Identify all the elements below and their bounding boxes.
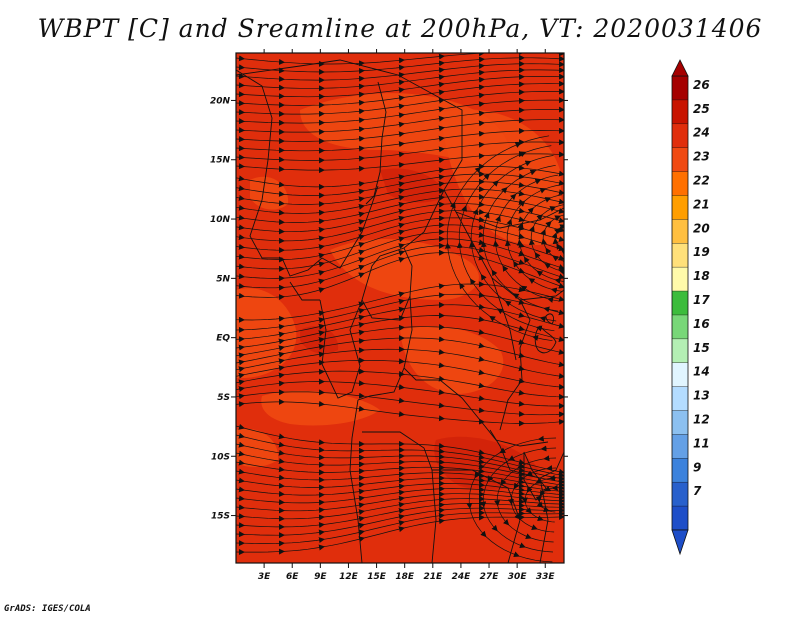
colorbar-segment (672, 362, 688, 388)
map-area (235, 52, 565, 564)
colorbar-label: 16 (693, 317, 710, 331)
colorbar-segment (672, 195, 688, 220)
colorbar-segment (672, 147, 688, 173)
colorbar-label: 21 (693, 197, 710, 211)
lat-tick-label: EQ (216, 334, 230, 344)
colorbar-segment (672, 458, 688, 483)
lon-tick-label: 21E (423, 572, 443, 582)
lon-tick-label: 18E (395, 572, 415, 582)
lat-tick-label: 15N (210, 156, 231, 166)
colorbar: 26 25 24 23 22 21 20 19 18 17 16 15 14 13 12 11 9 7 (671, 59, 710, 556)
colorbar-label: 18 (693, 269, 710, 283)
colorbar-segment (672, 267, 688, 292)
colorbar-segment (672, 434, 688, 459)
colorbar-bottom-arrow (671, 529, 689, 556)
warm-patch-6 (236, 428, 279, 467)
colorbar-label: 13 (693, 389, 710, 403)
lon-tick-label: 27E (480, 572, 500, 582)
colorbar-label: 26 (693, 78, 710, 92)
lat-tick-label: 5S (217, 393, 230, 403)
streamline (482, 164, 559, 312)
hot-patch-0 (380, 168, 446, 203)
colorbar-label: 24 (693, 126, 710, 140)
streamline (482, 447, 557, 553)
colorbar-segment (672, 482, 688, 507)
colorbar-label: 23 (693, 150, 710, 164)
colorbar-segment (672, 99, 688, 125)
lon-tick-label: 3E (258, 572, 271, 582)
lat-tick-label: 20N (210, 96, 231, 106)
streamline (496, 457, 557, 543)
colorbar-label: 17 (693, 293, 710, 307)
colorbar-segment (672, 506, 688, 531)
chart-title: WBPT [C] and Sreamline at 200hPa, VT: 20… (37, 14, 763, 43)
latitude-axis: 20N 15N 10N 5N EQ 5S 10S 15S (210, 96, 568, 522)
colorbar-label: 19 (693, 245, 710, 259)
colorbar-label: 12 (693, 412, 710, 426)
colorbar-segment (672, 243, 688, 268)
streamlines (236, 53, 564, 563)
lon-tick-label: 33E (536, 572, 556, 582)
colorbar-segment (672, 123, 688, 149)
lat-tick-label: 15S (211, 512, 230, 522)
colorbar-label: 9 (693, 460, 701, 474)
lon-tick-label: 24E (452, 572, 472, 582)
lon-tick-label: 12E (339, 572, 359, 582)
longitude-axis: 3E 6E 9E 12E 15E 18E 21E 24E 27E 30E 33E (258, 49, 556, 582)
streamline (446, 135, 553, 342)
colorbar-segment (672, 410, 688, 436)
lat-tick-label: 10S (211, 452, 230, 462)
colorbar-label: 20 (693, 221, 710, 235)
colorbar-segment (672, 171, 688, 197)
warm-patch-5 (261, 390, 380, 426)
streamline (458, 145, 555, 332)
colorbar-label: 22 (693, 174, 710, 188)
colorbar-label: 14 (693, 365, 710, 379)
lon-tick-label: 9E (314, 572, 327, 582)
colorbar-label: 25 (693, 102, 710, 116)
lat-tick-label: 10N (210, 215, 231, 225)
colorbar-label: 7 (693, 484, 702, 498)
lon-tick-label: 6E (286, 572, 299, 582)
colorbar-label: 15 (693, 341, 710, 355)
colorbar-segment (672, 338, 688, 364)
lat-tick-label: 5N (216, 274, 230, 284)
colorbar-top-arrow (671, 59, 689, 77)
grads-credit: GrADS: IGES/COLA (4, 604, 91, 614)
colorbar-segment (672, 219, 688, 244)
warm-patch-7 (250, 176, 289, 210)
colorbar-segment (672, 291, 688, 316)
streamline (468, 437, 557, 563)
colorbar-segment (672, 386, 688, 412)
colorbar-segment (672, 314, 688, 340)
streamline (470, 155, 557, 322)
lon-tick-label: 30E (508, 572, 528, 582)
colorbar-segment (672, 76, 688, 101)
lon-tick-label: 15E (367, 572, 387, 582)
colorbar-label: 11 (693, 436, 710, 450)
